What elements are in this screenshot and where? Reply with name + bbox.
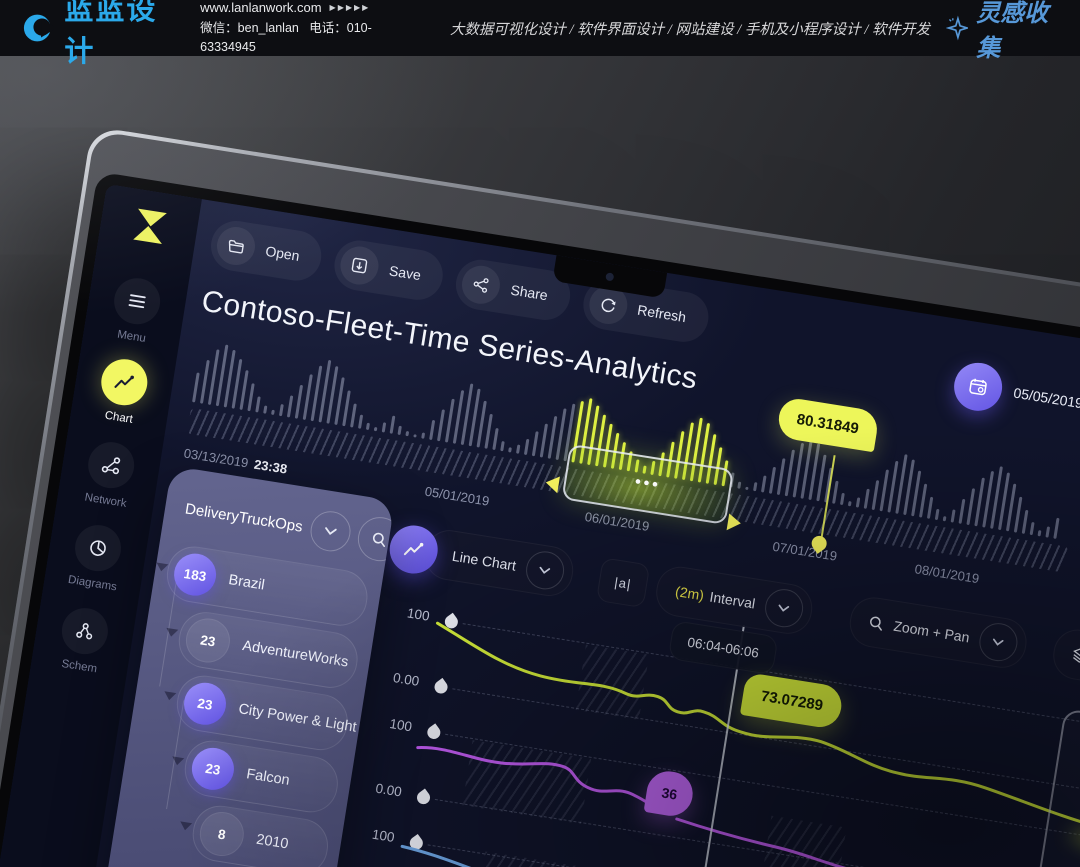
save-label: Save — [388, 262, 423, 284]
chevron-down-icon[interactable] — [522, 548, 567, 593]
sparkle-icon — [946, 15, 969, 41]
refresh-label: Refresh — [636, 301, 688, 326]
caret-icon[interactable] — [179, 821, 193, 832]
count-badge: 183 — [171, 550, 220, 599]
series-purple-line — [675, 817, 1080, 867]
tree-header: DeliveryTruckOps — [161, 466, 396, 572]
laptop: Menu Chart Network Diagrams — [0, 126, 1080, 867]
save-icon — [337, 243, 382, 288]
interval-label: Interval — [708, 588, 757, 612]
magnifier-icon — [870, 616, 883, 631]
refresh-icon — [586, 283, 630, 327]
tree-search-button[interactable] — [354, 513, 396, 565]
date-range-text: 05/05/2019 05:19 - 0 — [1012, 384, 1080, 421]
screen-bezel: Menu Chart Network Diagrams — [0, 171, 1080, 867]
calendar-icon — [950, 359, 1006, 415]
brush-handle-left[interactable] — [544, 474, 560, 494]
dashboard-screen: Menu Chart Network Diagrams — [0, 184, 1080, 867]
sidebar-item-menu[interactable]: Menu — [83, 271, 188, 350]
chevron-down-icon[interactable] — [762, 586, 806, 630]
count-badge: 23 — [180, 679, 230, 728]
hamburger-icon — [128, 294, 146, 309]
share-button[interactable]: Share — [452, 256, 574, 324]
brush-handle-right[interactable] — [726, 513, 743, 533]
arrow-glyphs: ▶▶▶▶▶ — [329, 3, 371, 13]
series-blue-line — [400, 844, 619, 867]
chevron-down-icon[interactable] — [976, 620, 1020, 664]
tree-collapse-button[interactable] — [307, 508, 354, 555]
chart-type-control[interactable]: Line Chart — [386, 521, 577, 600]
share-label: Share — [509, 281, 549, 304]
caret-icon[interactable] — [165, 627, 179, 638]
chevron-down-icon — [324, 527, 337, 535]
interval-icon-button[interactable]: |a| — [595, 557, 651, 609]
line-chart-type-icon — [386, 522, 442, 577]
network-icon — [101, 457, 121, 475]
date-range-badge[interactable]: 05/05/2019 05:19 - 0 — [950, 359, 1080, 436]
refresh-button[interactable]: Refresh — [579, 276, 712, 346]
axis-date: 08/01/2019 — [913, 561, 981, 587]
open-button[interactable]: Open — [207, 217, 326, 285]
wechat-text: 微信：ben_lanlan — [200, 20, 299, 35]
sidebar-label: Schem — [60, 657, 98, 676]
website-link[interactable]: www.lanlanwork.com — [200, 0, 322, 16]
axis-date: 07/01/2019 — [771, 538, 839, 564]
contact-block: www.lanlanwork.com ▶▶▶▶▶ 微信：ben_lanlan 电话… — [200, 0, 396, 58]
layers-icon — [1073, 647, 1080, 663]
scene-background: Menu Chart Network Diagrams — [0, 56, 1080, 867]
search-icon — [373, 532, 386, 547]
brush-grip-dots: ••• — [633, 473, 662, 495]
save-button[interactable]: Save — [331, 236, 447, 304]
interval-icon: |a| — [595, 557, 651, 609]
brand-name: 蓝蓝设计 — [64, 0, 158, 68]
collect-label: 灵感收集 — [976, 1, 1049, 62]
count-badge: 23 — [188, 744, 237, 793]
sidebar-item-network[interactable]: Network — [57, 435, 162, 514]
timeseries-chart — [400, 621, 1080, 867]
camera-dot — [605, 272, 615, 282]
toolbar: Open Save Share Refresh — [207, 217, 712, 346]
caret-icon[interactable] — [171, 756, 185, 767]
chart-type-label: Line Chart — [450, 547, 518, 574]
sidebar-label: Menu — [116, 328, 147, 345]
inspiration-collect[interactable]: 灵感收集 — [946, 0, 1058, 63]
sidebar-item-schema[interactable]: Schem — [31, 601, 136, 680]
open-label: Open — [264, 242, 301, 264]
tree-title: DeliveryTruckOps — [184, 499, 304, 536]
brand: 蓝蓝设计 — [22, 0, 170, 70]
axis-date: 06/01/2019 — [583, 509, 651, 535]
series-purple-line — [416, 746, 664, 813]
promo-header: 蓝蓝设计 www.lanlanwork.com ▶▶▶▶▶ 微信：ben_lanl… — [0, 0, 1080, 68]
lanlan-logo-icon — [23, 14, 55, 42]
zoom-pan-control[interactable]: Zoom + Pan — [846, 593, 1030, 672]
caret-icon[interactable] — [163, 691, 177, 702]
zoom-pan-label: Zoom + Pan — [892, 617, 971, 646]
sidebar-item-diagrams[interactable]: Diagrams — [44, 518, 149, 597]
share-icon — [459, 263, 503, 307]
dataset-tree-panel: DeliveryTruckOps 183 Brazil 23 AdventureWo… — [15, 465, 396, 867]
services-list: 大数据可视化设计 / 软件界面设计 / 网站建设 / 手机及小程序设计 / 软件… — [449, 21, 931, 38]
sidebar-label: Diagrams — [67, 573, 118, 594]
pie-chart-icon — [90, 540, 106, 556]
interval-value: (2m) — [674, 583, 706, 604]
sidebar-label: Network — [83, 491, 128, 510]
sidebar-label: Chart — [103, 409, 134, 426]
schema-icon — [76, 623, 93, 640]
sidebar-item-chart[interactable]: Chart — [70, 352, 175, 431]
count-badge: 23 — [182, 615, 234, 666]
series-yellow-line — [435, 621, 1080, 867]
interval-control[interactable]: (2m) Interval — [652, 563, 816, 638]
folder-open-icon — [214, 224, 258, 268]
app-sidebar: Menu Chart Network Diagrams — [0, 184, 202, 867]
axis-date: 05/01/2019 — [423, 483, 491, 509]
phone-text: 电话：010-63334945 — [200, 20, 372, 55]
line-chart-icon — [114, 375, 134, 388]
hourglass-logo-icon — [128, 205, 172, 253]
count-badge: 8 — [196, 808, 248, 860]
